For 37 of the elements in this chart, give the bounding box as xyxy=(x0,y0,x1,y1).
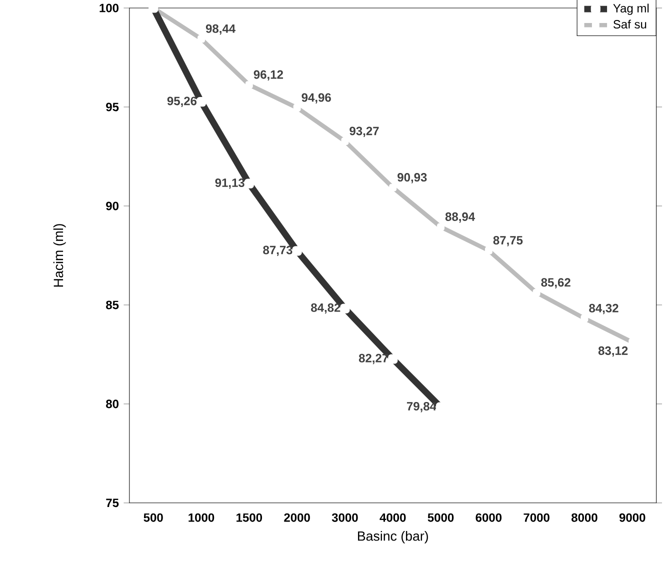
data-label: 90,93 xyxy=(398,173,427,184)
data-label: 88,94 xyxy=(445,212,476,223)
data-label: 95,26 xyxy=(167,96,197,108)
data-label: 94,96 xyxy=(302,93,331,104)
data-label: 84,82 xyxy=(311,304,340,314)
x-axis-title: Basinc (bar) xyxy=(358,531,428,544)
x-tick-label: 2000 xyxy=(284,514,310,522)
legend-label: Saf su xyxy=(613,20,646,29)
x-tick-label: 8000 xyxy=(571,514,598,522)
y-tick-label: 90 xyxy=(106,202,119,210)
data-label: 91,13 xyxy=(215,178,244,189)
data-label: 98,44 xyxy=(206,24,236,35)
data-label: 83,12 xyxy=(598,346,628,357)
data-label: 87,75 xyxy=(493,236,523,246)
x-tick-label: 9000 xyxy=(619,514,646,522)
x-tick-label: 3000 xyxy=(332,514,358,522)
data-label: 84,32 xyxy=(589,304,618,314)
data-label: 87,73 xyxy=(263,246,292,256)
y-tick-label: 85 xyxy=(106,300,119,310)
y-tick-label: 80 xyxy=(106,400,119,408)
legend-label: Yag ml xyxy=(613,4,649,16)
x-tick-label: 4000 xyxy=(380,514,406,522)
x-tick-label: 1500 xyxy=(236,514,262,522)
x-tick-label: 6000 xyxy=(476,514,502,522)
y-axis-title: Hacim (ml) xyxy=(53,224,66,287)
data-label: 85,62 xyxy=(541,278,570,289)
data-label: 93,27 xyxy=(350,126,379,138)
data-label: 79,84 xyxy=(406,402,436,412)
y-tick-label: 75 xyxy=(106,498,119,508)
data-label: 82,27 xyxy=(358,354,388,364)
y-tick-label: 95 xyxy=(106,102,119,112)
x-tick-label: 500 xyxy=(144,514,163,522)
x-tick-label: 7000 xyxy=(524,514,550,522)
x-tick-label: 1000 xyxy=(188,514,214,522)
data-label: 96,12 xyxy=(254,70,283,81)
x-tick-label: 5000 xyxy=(428,514,454,522)
y-tick-label: 100 xyxy=(100,4,119,12)
